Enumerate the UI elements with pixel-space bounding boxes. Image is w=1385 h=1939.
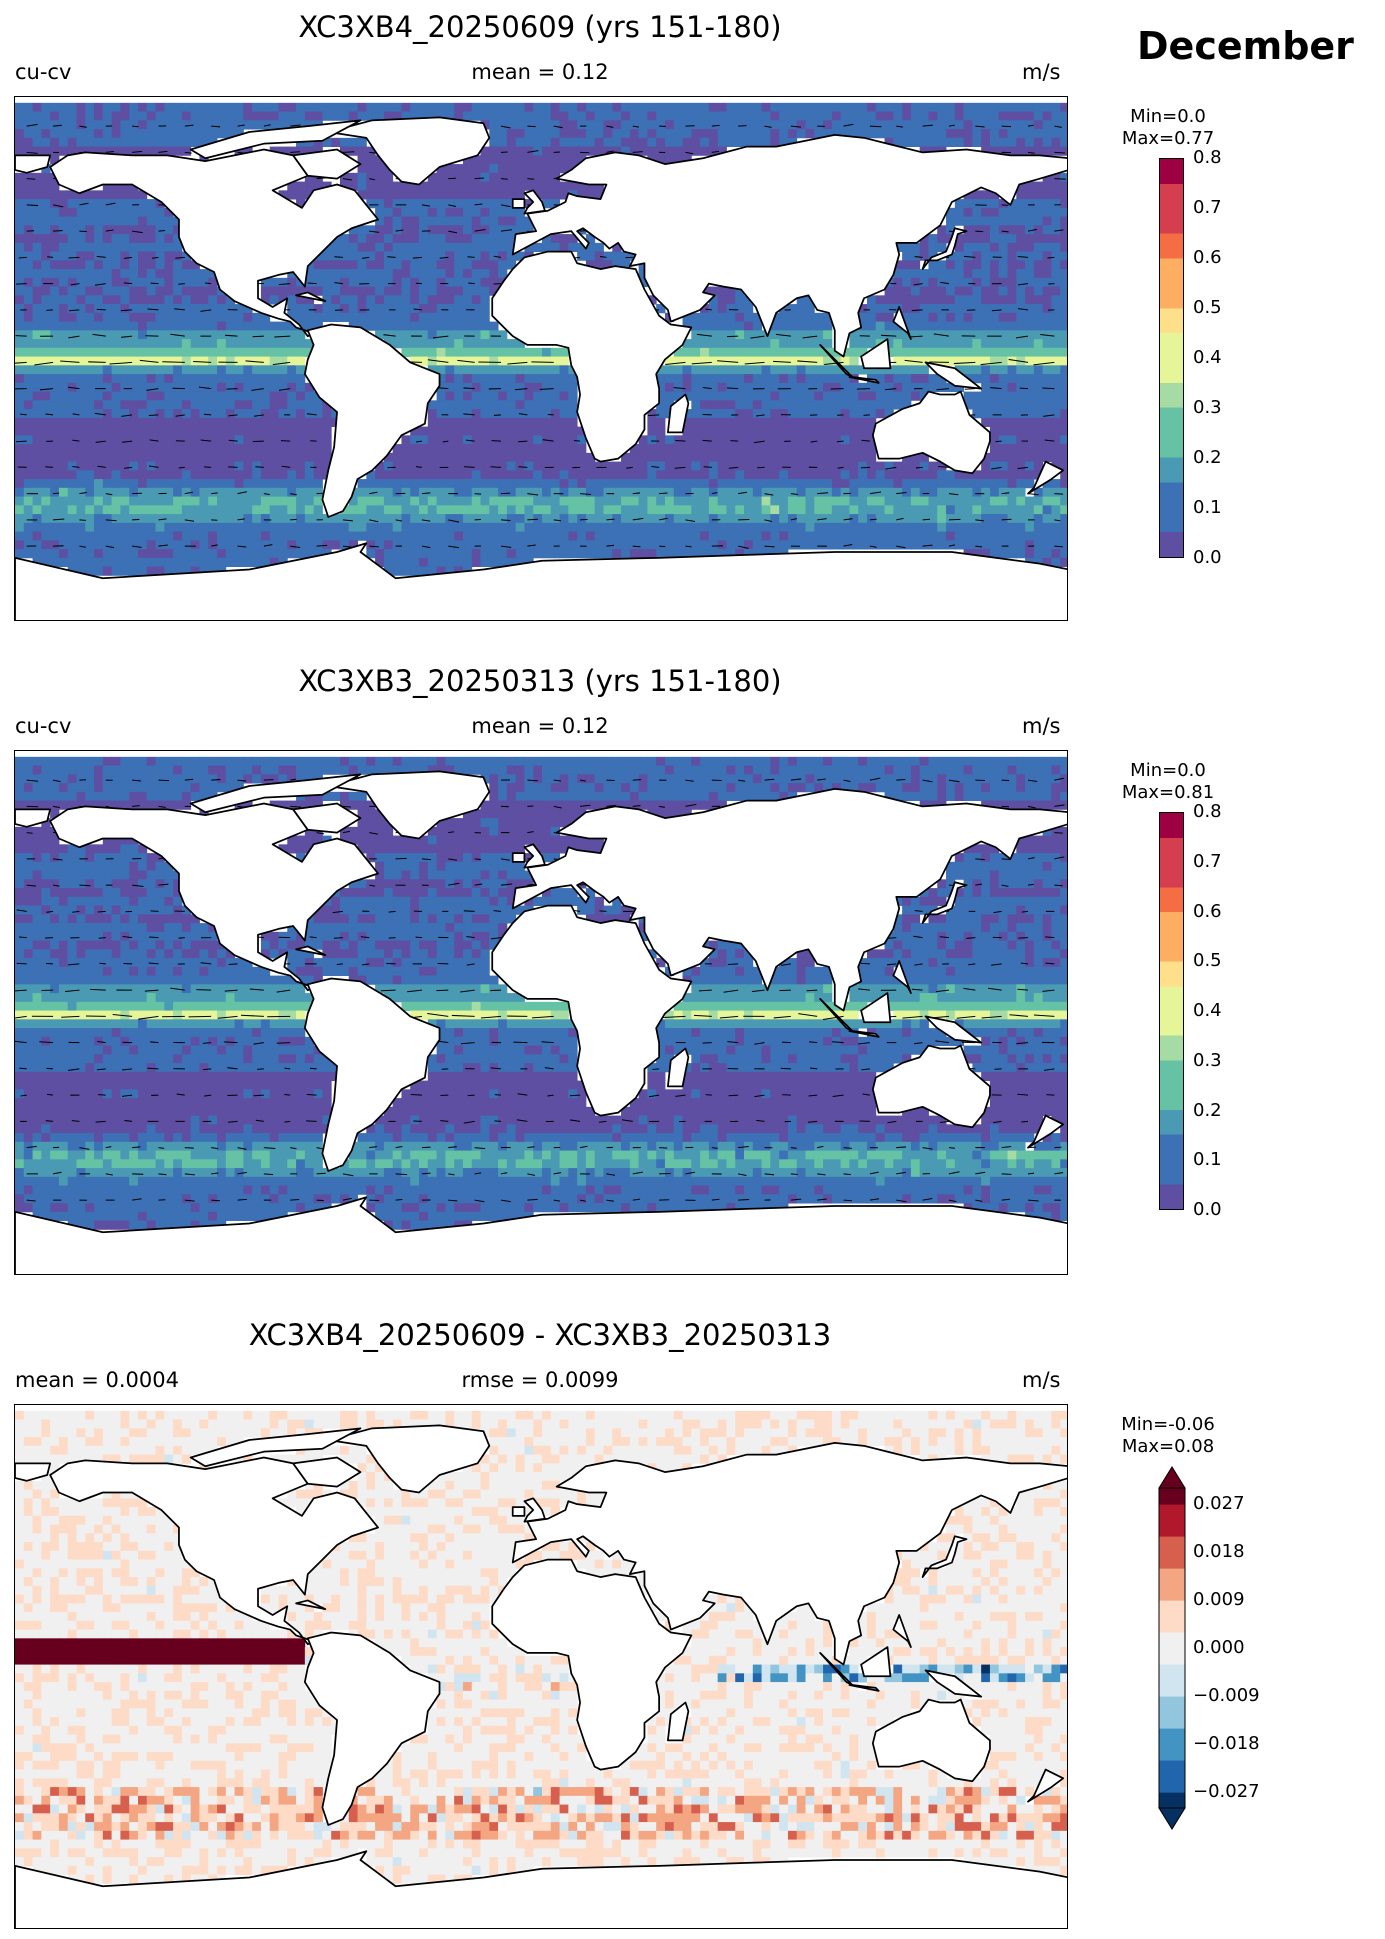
colorbar-tick-label: 0.1	[1193, 1149, 1222, 1171]
colorbar-tick-label: 0.7	[1193, 197, 1222, 218]
panel-1-min-label: Min=0.0	[1130, 106, 1206, 127]
colorbar-tick-label: −0.027	[1193, 1781, 1260, 1802]
panel-2-left-label: cu-cv	[15, 714, 72, 738]
panel-3-map	[14, 1404, 1068, 1929]
panel-3-max-label: Max=0.08	[1121, 1436, 1215, 1457]
colorbar-tick-label: 0.0	[1193, 1199, 1222, 1220]
colorbar-tick-label: 0.4	[1193, 1000, 1222, 1021]
panel-3-title: XC3XB4_20250609 - XC3XB3_20250313	[248, 1318, 832, 1352]
colorbar-tick-label: 0.5	[1193, 950, 1222, 972]
colorbar-tick-label: 0.5	[1193, 297, 1222, 318]
panel-3-map-svg	[15, 1405, 1067, 1928]
colorbar-tick-label: 0.3	[1193, 397, 1222, 418]
colorbar-tick-label: 0.8	[1193, 147, 1222, 168]
colorbar-tick-label: 0.018	[1193, 1541, 1245, 1562]
colorbar-tick-label: 0.2	[1193, 447, 1222, 468]
colorbar-tick-label: 0.4	[1193, 347, 1222, 368]
colorbar-tick-label: 0.8	[1193, 801, 1222, 822]
panel-2-mean-label: mean = 0.12	[471, 714, 609, 738]
colorbar-tick-label: 0.027	[1193, 1493, 1245, 1514]
colorbar-tick-label: 0.6	[1193, 247, 1222, 268]
colorbar-tick-label: 0.6	[1193, 900, 1222, 922]
colorbar-tick-label: 0.009	[1193, 1589, 1245, 1610]
panel-1-mean-label: mean = 0.12	[471, 60, 609, 84]
panel-3-rmse-label: rmse = 0.0099	[461, 1368, 619, 1392]
panel-2-map	[14, 750, 1068, 1275]
panel-3-colorbar	[1158, 1466, 1186, 1830]
colorbar-tick-label: 0.2	[1193, 1099, 1222, 1121]
panel-3-units: m/s	[1022, 1368, 1061, 1392]
panel-2-units: m/s	[1022, 714, 1061, 738]
panel-1-title: XC3XB4_20250609 (yrs 151-180)	[298, 10, 782, 44]
colorbar-tick-label: 0.1	[1193, 497, 1222, 518]
panel-1-map	[14, 96, 1068, 621]
panel-1-left-label: cu-cv	[15, 60, 72, 84]
panel-3-left-label: mean = 0.0004	[15, 1368, 179, 1392]
colorbar-tick-label: 0.0	[1193, 547, 1222, 568]
panel-2-min-label: Min=0.0	[1130, 760, 1206, 781]
panel-1-units: m/s	[1022, 60, 1061, 84]
panel-1-max-label: Max=0.77	[1121, 128, 1215, 149]
colorbar-tick-label: 0.7	[1193, 850, 1222, 872]
colorbar-tick-label: 0.000	[1193, 1637, 1245, 1658]
panel-2-max-label: Max=0.81	[1121, 782, 1215, 803]
panel-1-map-svg	[15, 97, 1067, 620]
colorbar-tick-label: 0.3	[1193, 1049, 1222, 1071]
panel-3-min-label: Min=-0.06	[1121, 1414, 1215, 1435]
panel-2-colorbar	[1159, 812, 1184, 1210]
colorbar-tick-label: −0.018	[1193, 1733, 1260, 1754]
panel-1-colorbar	[1159, 158, 1184, 558]
panel-2-map-svg	[15, 751, 1067, 1274]
colorbar-tick-label: −0.009	[1193, 1685, 1260, 1706]
month-label: December	[1137, 24, 1354, 68]
panel-2-title: XC3XB3_20250313 (yrs 151-180)	[298, 664, 782, 698]
